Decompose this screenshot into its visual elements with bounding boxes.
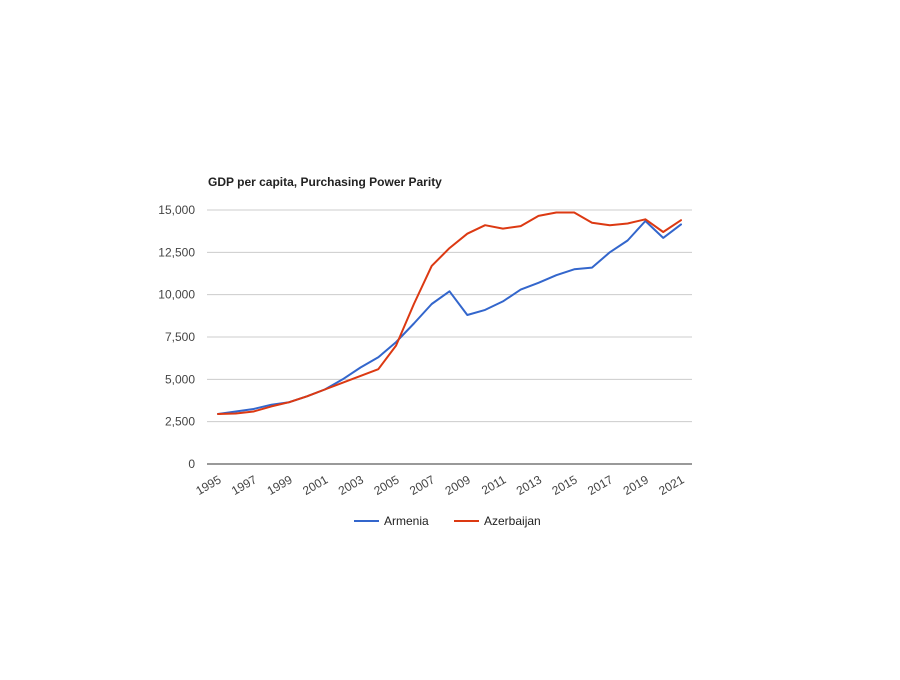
x-tick-label: 1995 <box>193 472 223 498</box>
x-tick-label: 1999 <box>265 472 295 498</box>
series-lines <box>217 211 682 415</box>
x-tick-label: 1997 <box>229 472 259 498</box>
y-axis-ticks: 0 2,500 5,000 7,500 10,000 12,500 15,000 <box>158 203 195 471</box>
x-tick-label: 2003 <box>336 472 366 498</box>
y-tick-label: 7,500 <box>165 330 195 344</box>
x-tick-label: 2001 <box>300 472 330 498</box>
x-tick-label: 2007 <box>407 472 437 498</box>
x-axis-ticks: 1995 1997 1999 2001 2003 2005 2007 2009 2011 2013… <box>193 472 686 498</box>
y-tick-label: 5,000 <box>165 372 195 386</box>
gridlines <box>207 209 692 423</box>
y-tick-label: 15,000 <box>158 203 195 217</box>
x-tick-label: 2017 <box>585 472 615 498</box>
x-tick-label: 2011 <box>479 472 509 497</box>
x-tick-label: 2009 <box>443 472 473 498</box>
legend: Armenia Azerbaijan <box>354 514 541 528</box>
x-tick-label: 2019 <box>621 472 651 498</box>
y-tick-label: 12,500 <box>158 245 195 259</box>
chart-title: GDP per capita, Purchasing Power Parity <box>208 175 442 189</box>
series-line-armenia <box>217 220 682 415</box>
y-tick-label: 2,500 <box>165 415 195 429</box>
x-tick-label: 2005 <box>371 472 401 498</box>
y-tick-label: 10,000 <box>158 288 195 302</box>
x-tick-label: 2013 <box>514 472 544 498</box>
legend-label-azerbaijan: Azerbaijan <box>484 514 541 528</box>
x-tick-label: 2015 <box>550 472 580 498</box>
legend-label-armenia: Armenia <box>384 514 429 528</box>
series-line-azerbaijan <box>217 211 682 415</box>
y-tick-label: 0 <box>188 457 195 471</box>
x-tick-label: 2021 <box>656 472 686 498</box>
